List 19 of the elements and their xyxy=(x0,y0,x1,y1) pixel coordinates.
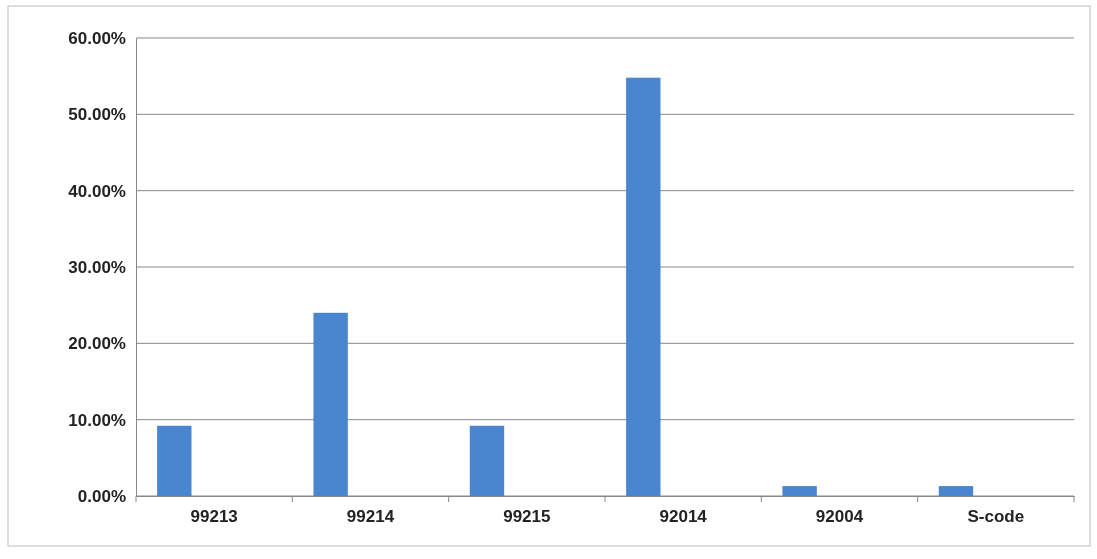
y-tick-label: 30.00% xyxy=(68,257,126,277)
x-tick-label: 99214 xyxy=(346,507,395,527)
x-tick-label: 99213 xyxy=(190,507,238,527)
bar xyxy=(469,425,505,496)
y-tick-label: 60.00% xyxy=(68,28,126,48)
bar xyxy=(782,486,817,496)
y-tick-label: 20.00% xyxy=(68,334,126,354)
bar xyxy=(938,486,974,496)
x-tick-label: 99215 xyxy=(503,507,551,527)
y-tick-label: 40.00% xyxy=(68,181,126,201)
x-tick-label: 92014 xyxy=(659,507,708,527)
bar xyxy=(157,425,192,496)
bar xyxy=(626,77,661,496)
y-tick-label: 50.00% xyxy=(68,105,126,125)
bar xyxy=(313,312,348,496)
x-tick-label: S-code xyxy=(967,507,1025,527)
y-tick-label: 10.00% xyxy=(68,410,126,430)
y-tick-label: 0.00% xyxy=(77,486,126,506)
x-tick-label: 92004 xyxy=(815,507,864,527)
